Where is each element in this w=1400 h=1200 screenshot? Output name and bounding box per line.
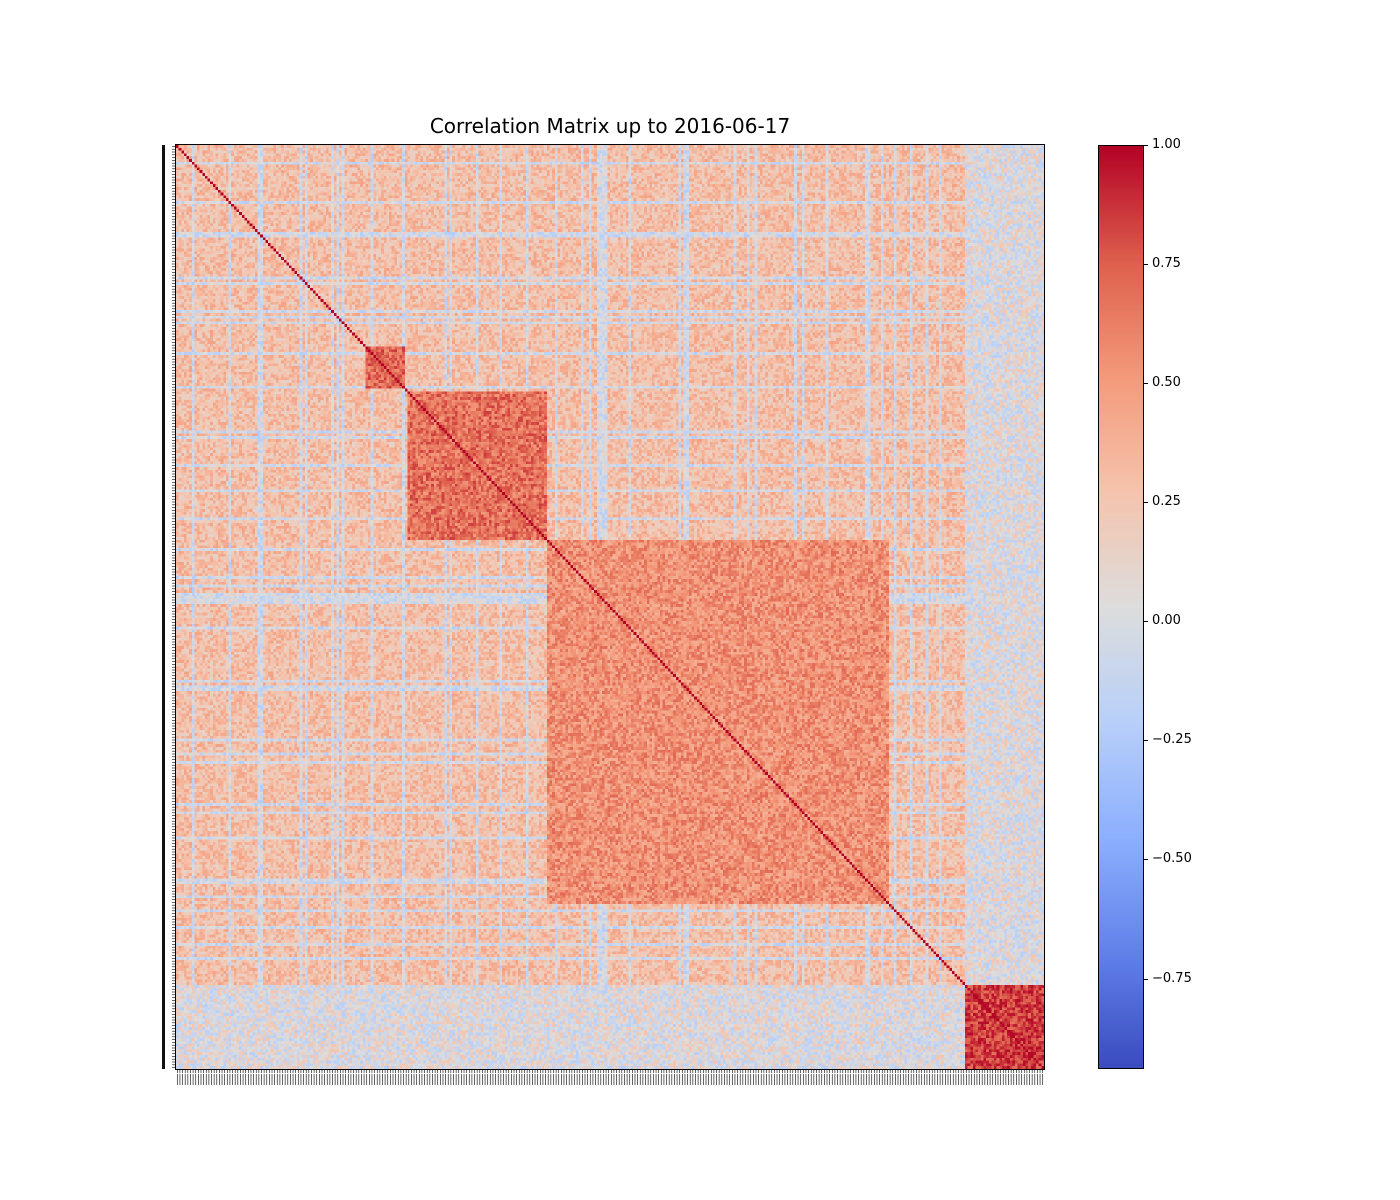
y-tick-labels-glyphs — [162, 145, 165, 1069]
colorbar-tick-label: −0.75 — [1152, 971, 1192, 986]
colorbar-tick — [1143, 383, 1148, 384]
colorbar-tick — [1143, 621, 1148, 622]
colorbar-tick — [1143, 145, 1148, 146]
colorbar-tick-label: 1.00 — [1152, 137, 1181, 152]
colorbar-tick-label: 0.00 — [1152, 613, 1181, 628]
colorbar-tick-label: −0.25 — [1152, 732, 1192, 747]
heatmap-plot — [176, 145, 1044, 1069]
colorbar — [1098, 145, 1144, 1069]
colorbar-tick — [1143, 740, 1148, 741]
colorbar-tick — [1143, 859, 1148, 860]
colorbar-tick — [1143, 264, 1148, 265]
chart-title: Correlation Matrix up to 2016-06-17 — [429, 114, 791, 138]
colorbar-tick-label: 0.50 — [1152, 375, 1181, 390]
colorbar-tick — [1143, 979, 1148, 980]
colorbar-tick — [1143, 502, 1148, 503]
colorbar-tick-label: −0.50 — [1152, 851, 1192, 866]
colorbar-tick-label: 0.75 — [1152, 256, 1181, 271]
colorbar-tick-label: 0.25 — [1152, 494, 1181, 509]
